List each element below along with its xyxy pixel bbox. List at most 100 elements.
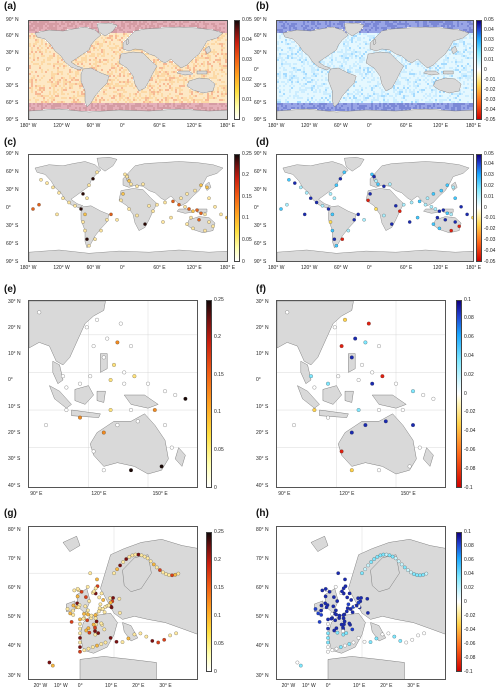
panel-label-g: (g) (4, 508, 17, 519)
colorbar-tick: 0.06 (464, 334, 474, 341)
colorbar-tick: 0.2 (214, 334, 221, 341)
lat-label: 30° N (254, 186, 267, 193)
panel-label-f: (f) (256, 284, 266, 295)
lat-label: 20° N (8, 324, 21, 331)
lat-label: 10° N (8, 351, 21, 358)
map-panel-h (276, 526, 446, 680)
lat-label: 90° S (254, 116, 267, 123)
colorbar-tick: -0.02 (464, 409, 476, 416)
colorbar-tick: 0.01 (484, 56, 494, 63)
lat-label: 10° S (8, 403, 21, 410)
lat-label: 60° S (254, 240, 267, 247)
colorbar-tick: 0.1 (214, 612, 221, 619)
colorbar-tick: -0.03 (484, 96, 496, 103)
lon-label: 60° W (86, 123, 101, 129)
colorbar-b (476, 20, 482, 120)
lon-label: 20° E (380, 683, 393, 689)
lat-label: 60° N (254, 168, 267, 175)
lon-label: 60° E (153, 265, 166, 271)
colorbar-tick: 0.05 (214, 640, 224, 647)
colorbar-tick: 0 (484, 66, 487, 73)
lon-label: 120° E (186, 123, 202, 129)
colorbar-tick: 0.04 (484, 26, 494, 33)
lat-label: 30° N (6, 186, 19, 193)
lat-label: 20° N (256, 324, 269, 331)
lon-label: 120° E (91, 491, 107, 497)
lat-label: 90° S (6, 258, 19, 265)
colorbar-tick: 0.15 (214, 371, 224, 378)
lat-label: 20° S (8, 429, 21, 436)
colorbar-tick: 0 (464, 390, 467, 397)
colorbar-tick: 0.1 (214, 409, 221, 416)
lat-label: 80° N (256, 526, 269, 533)
colorbar-tick: 0.25 (214, 528, 224, 535)
lat-label: 30° N (256, 298, 269, 305)
colorbar-tick: 0.03 (242, 56, 252, 63)
colorbar-tick: -0.03 (484, 236, 496, 243)
lat-label: 30° S (254, 83, 267, 90)
lon-label: 10° E (353, 683, 366, 689)
lon-label: 180° E (466, 123, 482, 129)
colorbar-tick: 0 (242, 258, 245, 265)
colorbar-tick: -0.08 (464, 465, 476, 472)
colorbar-tick: 0.01 (242, 96, 252, 103)
colorbar-tick: 0.04 (242, 36, 252, 43)
colorbar-tick: 0.05 (242, 16, 252, 23)
lon-label: 180° E (466, 265, 482, 271)
lat-label: 90° S (254, 258, 267, 265)
colorbar-d (476, 154, 482, 262)
colorbar-tick: 0.25 (242, 150, 252, 157)
lat-label: 40° S (256, 482, 269, 489)
lon-label: 120° W (301, 123, 318, 129)
lon-label: 180° W (268, 123, 285, 129)
map-panel-e (28, 300, 198, 488)
colorbar-tick: -0.05 (484, 258, 496, 265)
lat-label: 30° S (6, 83, 19, 90)
map-panel-g (28, 526, 198, 680)
lat-label: 30° N (256, 672, 269, 679)
lon-label: 90° E (278, 491, 291, 497)
lat-label: 0° (254, 204, 259, 211)
lat-label: 70° N (8, 555, 21, 562)
lat-label: 50° N (256, 614, 269, 621)
lon-label: 30° E (159, 683, 172, 689)
lat-label: 0° (6, 204, 11, 211)
lon-label: 180° E (220, 265, 236, 271)
lon-label: 60° E (400, 265, 413, 271)
lat-label: 60° N (256, 584, 269, 591)
colorbar-tick: 0 (242, 116, 245, 123)
lon-label: 10° E (105, 683, 118, 689)
lat-label: 60° N (6, 168, 19, 175)
colorbar-tick: -0.06 (464, 446, 476, 453)
colorbar-tick: 0.08 (464, 315, 474, 322)
colorbar-tick: 0.06 (464, 556, 474, 563)
panel-label-h: (h) (256, 508, 269, 519)
lon-label: 120° E (186, 265, 202, 271)
seasia-stations-diff-map (277, 301, 445, 487)
colorbar-tick: -0.01 (484, 215, 496, 222)
lat-label: 60° N (6, 33, 19, 40)
europe-stations-diff-map (277, 527, 445, 679)
colorbar-tick: 0.2 (214, 556, 221, 563)
colorbar-tick: 0.25 (214, 296, 224, 303)
colorbar-h (456, 532, 462, 672)
colorbar-tick: 0.04 (464, 352, 474, 359)
lat-label: 90° N (254, 16, 267, 23)
lon-label: 180° E (220, 123, 236, 129)
map-panel-f (276, 300, 446, 488)
colorbar-tick: 0.03 (484, 172, 494, 179)
colorbar-tick: 0.05 (484, 150, 494, 157)
lon-label: 60° W (86, 265, 101, 271)
lat-label: 0° (254, 66, 259, 73)
lat-label: 30° N (6, 49, 19, 56)
colorbar-g (206, 532, 212, 672)
panel-label-c: (c) (4, 137, 17, 148)
colorbar-tick: 0.08 (464, 542, 474, 549)
lat-label: 40° N (8, 643, 21, 650)
lat-label: 30° S (254, 222, 267, 229)
lon-label: 10° W (54, 683, 68, 689)
lon-label: 120° W (53, 123, 70, 129)
lat-label: 40° N (256, 643, 269, 650)
lat-label: 10° N (256, 351, 269, 358)
lon-label: 120° E (433, 123, 449, 129)
